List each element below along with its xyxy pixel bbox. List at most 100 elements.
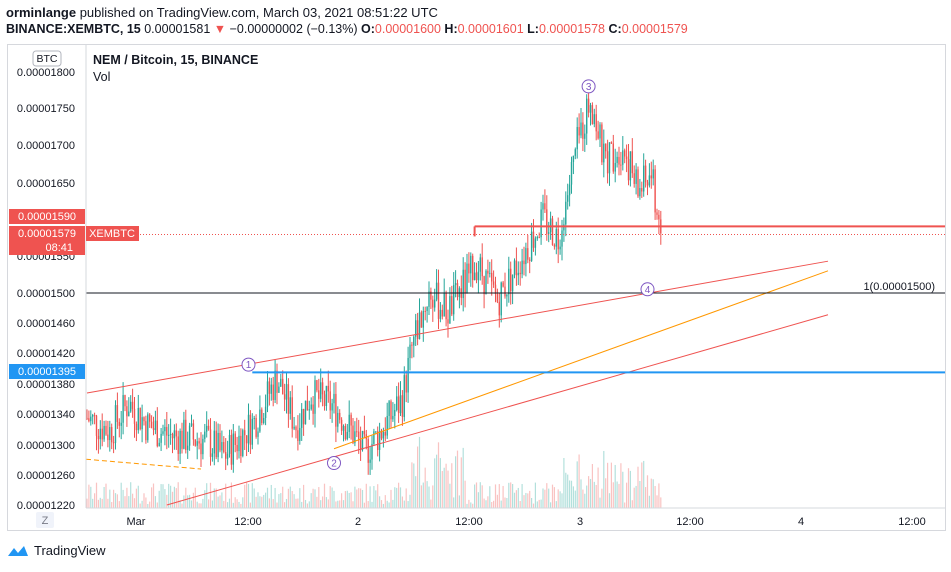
drawing-lines: 1(0.00001500) xyxy=(85,225,945,506)
candle-body xyxy=(325,385,328,407)
published-text: published on TradingView.com, March 03, … xyxy=(79,5,438,20)
volume-bar xyxy=(280,493,282,508)
volume-bar xyxy=(143,493,145,508)
candle-body xyxy=(228,435,231,454)
candle-body xyxy=(451,296,453,315)
volume-bar xyxy=(263,494,265,508)
volume-bar xyxy=(244,484,246,508)
volume-bar xyxy=(445,463,447,508)
volume-bar xyxy=(130,482,132,508)
volume-bar xyxy=(561,493,563,508)
candle-body xyxy=(563,224,565,231)
low-value: 0.00001578 xyxy=(538,22,606,36)
volume-bar xyxy=(607,462,609,508)
tradingview-logo[interactable]: TradingView xyxy=(7,543,106,558)
candle-body xyxy=(538,237,540,239)
candle-body xyxy=(154,420,157,431)
volume-bar xyxy=(221,492,223,508)
volume-bar xyxy=(103,486,105,508)
volume-bar xyxy=(358,488,360,508)
volume-bar xyxy=(303,484,305,508)
volume-bar xyxy=(373,486,375,508)
annotation-number: 1 xyxy=(246,360,252,371)
candle-body xyxy=(618,156,620,165)
time-axis[interactable]: Mar 12:00 2 12:00 3 12:00 4 12:00 xyxy=(85,45,945,528)
candle-body xyxy=(348,414,350,432)
chart-frame[interactable] xyxy=(7,44,946,531)
candle-body xyxy=(392,415,394,420)
currency-badge[interactable]: BTC xyxy=(32,50,62,67)
candle-body xyxy=(247,414,250,444)
candle-body xyxy=(426,306,428,312)
candle-body xyxy=(264,406,267,419)
volume-bar xyxy=(253,488,255,508)
volume-bar xyxy=(439,458,441,508)
volume-bar xyxy=(635,485,637,508)
symbol-tag: XEMBTC xyxy=(86,226,139,241)
volume-bar xyxy=(513,492,516,508)
candle-body xyxy=(487,270,489,274)
publish-info: orminlange published on TradingView.com,… xyxy=(6,5,438,20)
candle-body xyxy=(437,282,440,319)
support-price-tag: 0.00001395 xyxy=(9,364,85,379)
volume-bar xyxy=(251,483,253,508)
candle-body xyxy=(331,403,333,411)
candle-body xyxy=(156,420,158,447)
candle-body xyxy=(103,425,105,440)
volume-bar xyxy=(107,498,109,508)
price-axis[interactable]: 0.00001800 0.00001750 0.00001700 0.00001650… xyxy=(17,67,75,512)
volume-bar xyxy=(521,484,523,508)
volume-bar xyxy=(407,501,409,508)
candle-body xyxy=(270,384,272,394)
candle-body xyxy=(116,405,119,422)
candle-body xyxy=(403,375,405,417)
candle-body xyxy=(568,184,571,196)
volume-bar xyxy=(390,489,392,508)
candle-body xyxy=(206,425,208,432)
volume-bar xyxy=(380,500,383,508)
candle-body xyxy=(625,156,628,160)
timezone-button[interactable]: Z xyxy=(36,512,54,528)
volume-bar xyxy=(639,481,641,508)
candle-body xyxy=(179,430,181,454)
price-tick-label: 0.00001340 xyxy=(17,409,75,421)
price-tick-label: 0.00001750 xyxy=(17,103,75,115)
candle-body xyxy=(109,427,111,441)
volume-bar xyxy=(379,496,381,508)
volume-bar xyxy=(168,483,170,508)
volume-bar xyxy=(301,501,303,508)
annotation-number: 4 xyxy=(645,285,651,296)
candle-body xyxy=(498,301,500,316)
annotation-number: 2 xyxy=(331,459,337,470)
time-tick-label: 12:00 xyxy=(676,516,704,528)
candle-body xyxy=(637,169,639,197)
support-price-label: 0.00001395 xyxy=(18,366,76,378)
candle-body xyxy=(654,169,656,213)
open-label: O: xyxy=(361,22,375,36)
volume-bar xyxy=(247,483,250,508)
volume-bar xyxy=(550,502,552,508)
candle-body xyxy=(401,395,404,417)
volume-bar xyxy=(257,492,259,508)
candle-body xyxy=(202,438,204,455)
volume-bar xyxy=(523,495,525,508)
volume-bar xyxy=(417,446,419,508)
volume-bar xyxy=(494,484,497,508)
volume-bar xyxy=(173,486,175,508)
candle-body xyxy=(606,151,609,174)
volume-bar xyxy=(299,488,301,508)
volume-bar xyxy=(456,450,459,508)
volume-bar xyxy=(496,494,498,508)
candle-body xyxy=(627,159,630,181)
annotations: 1 2 3 4 xyxy=(241,79,655,470)
candle-body xyxy=(525,248,527,265)
volume-bar xyxy=(589,478,592,508)
volume-bar xyxy=(126,487,128,508)
candle-body xyxy=(118,421,120,426)
volume-bar xyxy=(375,490,377,508)
volume-bar xyxy=(626,482,628,508)
volume-bar xyxy=(158,490,160,508)
volume-bar xyxy=(196,501,198,508)
candle-body xyxy=(608,142,611,174)
